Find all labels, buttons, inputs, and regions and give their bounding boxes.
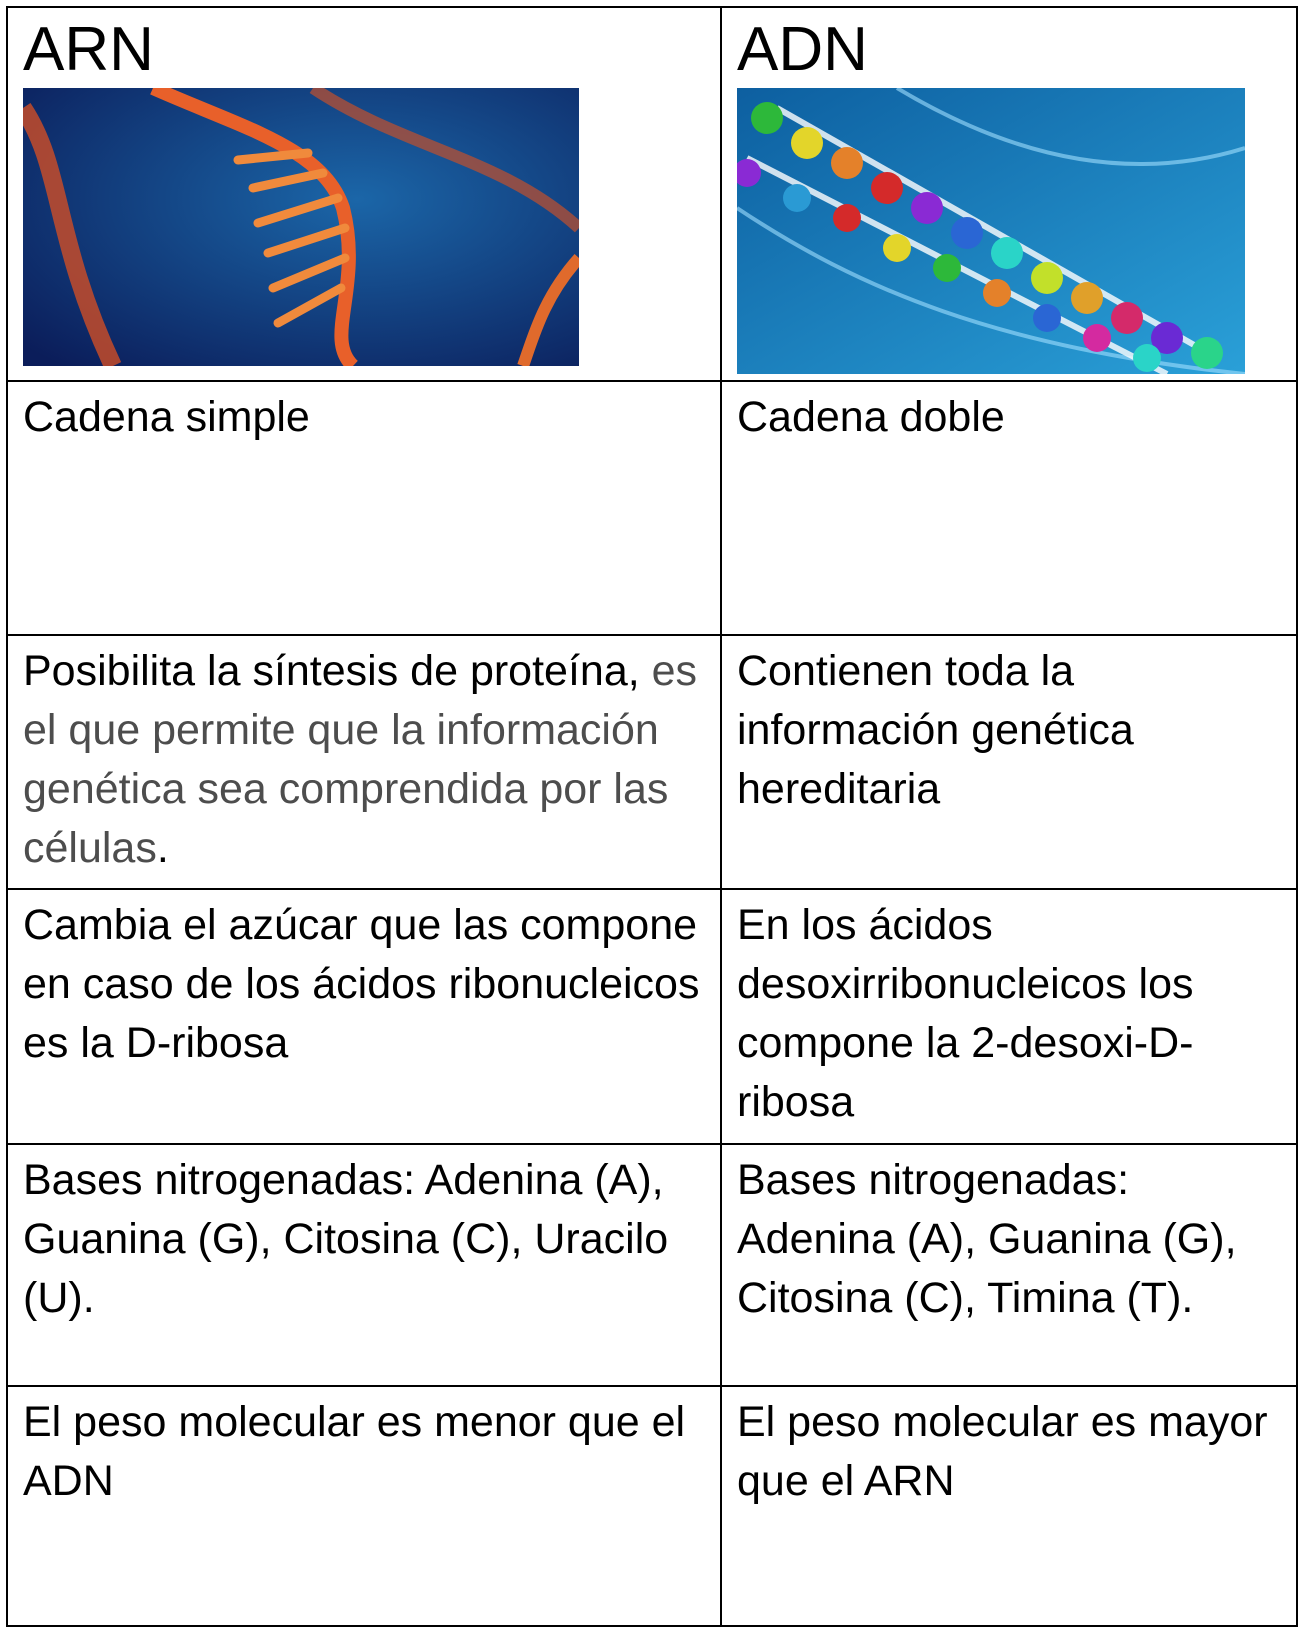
row: Posibilita la síntesis de proteína, es e… — [6, 634, 1298, 890]
column-title: ARN — [23, 15, 154, 84]
cell: Posibilita la síntesis de proteína, es e… — [6, 634, 722, 890]
dna-image — [737, 88, 1245, 374]
row: Cadena simple Cadena doble — [6, 380, 1298, 636]
header-cell: ADN — [720, 6, 1298, 382]
cell: Cadena doble — [720, 380, 1298, 636]
cell: En los ácidos desoxirribonucleicos los c… — [720, 888, 1298, 1145]
header-row: ARN ADN — [6, 6, 1298, 382]
header-cell: ARN — [6, 6, 722, 382]
cell: Contienen toda la información genética h… — [720, 634, 1298, 890]
comparison-table: ARN ADN Cadena simple Cadena doble Posib… — [6, 6, 1298, 1627]
cell-text: . — [156, 824, 169, 872]
cell: Bases nitrogenadas: Adenina (A), Guanina… — [6, 1143, 722, 1387]
cell: El peso molecular es mayor que el ARN — [720, 1385, 1298, 1627]
cell: Cambia el azúcar que las compone en caso… — [6, 888, 722, 1145]
cell: Cadena simple — [6, 380, 722, 636]
cell: El peso molecular es menor que el ADN — [6, 1385, 722, 1627]
cell-text: es el que permite que la información gen… — [23, 647, 698, 872]
cell-text: Posibilita la síntesis de proteína, — [23, 647, 640, 695]
rna-image — [23, 88, 579, 366]
row: Cambia el azúcar que las compone en caso… — [6, 888, 1298, 1145]
cell: Bases nitrogenadas: Adenina (A), Guanina… — [720, 1143, 1298, 1387]
row: El peso molecular es menor que el ADN El… — [6, 1385, 1298, 1627]
row: Bases nitrogenadas: Adenina (A), Guanina… — [6, 1143, 1298, 1387]
column-title: ADN — [737, 15, 868, 84]
